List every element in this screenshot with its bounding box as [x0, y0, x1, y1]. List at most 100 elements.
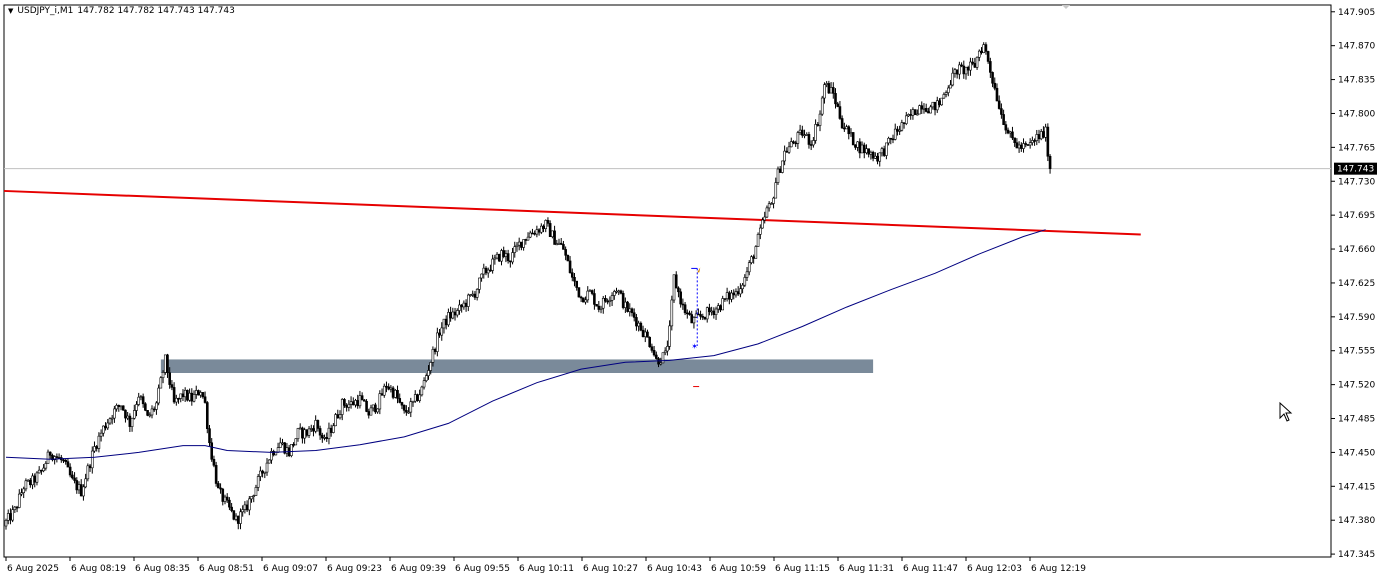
- candle-body: [705, 307, 709, 320]
- arrow-up-icon: [697, 267, 701, 273]
- candle-body: [907, 114, 910, 117]
- candle-body: [504, 253, 508, 257]
- candle-body: [655, 354, 658, 359]
- candle-body: [398, 398, 402, 403]
- candle-body: [544, 220, 548, 229]
- candle-body: [927, 111, 930, 114]
- candle-body: [807, 134, 811, 145]
- candle-body: [878, 152, 882, 162]
- candle-body: [955, 69, 959, 75]
- candle-body: [648, 337, 651, 348]
- candle-body: [1011, 131, 1014, 139]
- candle-body: [329, 427, 333, 433]
- price-axis[interactable]: 147.905 147.870 147.835 147.800 147.765 147.7…: [1331, 8, 1377, 560]
- candle-body: [858, 141, 862, 154]
- candle-body: [796, 132, 800, 144]
- candle-body: [148, 414, 152, 417]
- candle-body: [593, 293, 596, 305]
- candle-body: [338, 414, 342, 419]
- candle-body: [155, 402, 158, 410]
- candle-body: [513, 246, 517, 253]
- candle-body: [1035, 134, 1039, 141]
- candle-body: [458, 304, 461, 311]
- x-tick-label: 6 Aug 09:39: [391, 564, 446, 574]
- candle-body: [482, 267, 486, 275]
- candle-body: [236, 515, 240, 524]
- candle-body: [11, 509, 14, 521]
- candle-body: [500, 250, 503, 262]
- candle-body: [79, 484, 83, 497]
- candle-body: [64, 459, 68, 462]
- candle-body: [20, 492, 23, 495]
- candle-body: [829, 87, 833, 94]
- candle-body: [977, 50, 981, 58]
- candle-body: [1046, 126, 1050, 157]
- candle-body: [743, 277, 747, 286]
- candle-body: [575, 280, 578, 288]
- candle-body: [924, 107, 928, 112]
- candle-body: [467, 294, 470, 307]
- candle-body: [1017, 144, 1021, 149]
- candle-body: [367, 411, 371, 416]
- candle-body: [312, 428, 315, 432]
- candle-body: [356, 400, 360, 407]
- trendline: [3, 189, 1141, 236]
- candle-body: [809, 144, 813, 146]
- candle-body: [405, 410, 408, 413]
- candle-body: [429, 362, 433, 371]
- candle-body: [823, 84, 826, 99]
- candle-body: [436, 332, 439, 352]
- candle-body: [495, 253, 499, 259]
- candle-body: [699, 314, 702, 317]
- candle-body: [181, 393, 185, 398]
- candle-body: [104, 425, 107, 429]
- candle-body: [785, 150, 789, 153]
- y-tick-label: 147.730: [1338, 177, 1375, 187]
- candle-body: [88, 465, 92, 469]
- candle-body: [854, 144, 857, 148]
- candle-body: [42, 467, 45, 472]
- candle-body: [913, 109, 917, 115]
- candle-body: [250, 496, 253, 500]
- candle-body: [137, 396, 141, 405]
- candle-body: [152, 408, 156, 411]
- candle-body: [953, 69, 957, 74]
- triangle-down-icon[interactable]: ▼: [8, 7, 14, 15]
- candle-body: [836, 103, 840, 107]
- candle-body: [411, 400, 415, 403]
- candle-body: [526, 236, 530, 241]
- candle-body: [385, 385, 388, 388]
- candle-body: [113, 408, 116, 419]
- x-tick-label: 6 Aug 08:51: [199, 564, 254, 574]
- candle-body: [119, 405, 123, 408]
- candle-body: [964, 66, 968, 75]
- candle-body: [188, 392, 191, 401]
- candle-body: [843, 127, 846, 130]
- candle-body: [579, 296, 583, 299]
- candle-body: [6, 513, 10, 521]
- candle-body: [197, 390, 200, 396]
- candle-body: [427, 370, 430, 376]
- candle-body: [418, 394, 421, 401]
- x-tick-label: 6 Aug 10:43: [647, 564, 702, 574]
- candle-body: [1000, 108, 1003, 115]
- candle-body: [186, 389, 189, 401]
- candle-body: [577, 287, 581, 298]
- candle-body: [128, 415, 132, 427]
- candle-body: [325, 437, 329, 439]
- candle-body: [1024, 143, 1028, 145]
- candle-body: [332, 425, 335, 433]
- x-tick-label: 6 Aug 09:55: [455, 564, 510, 574]
- candle-body: [360, 395, 364, 401]
- candle-body: [26, 479, 30, 482]
- candle-body: [462, 302, 466, 308]
- candle-body: [298, 427, 302, 430]
- candle-body: [960, 64, 963, 67]
- candle-body: [307, 428, 311, 436]
- candle-body: [464, 302, 468, 307]
- candle-body: [887, 137, 890, 144]
- candle-body: [805, 134, 809, 136]
- time-axis[interactable]: 6 Aug 2025 6 Aug 08:19 6 Aug 08:35 6 Aug 08…: [5, 557, 1086, 574]
